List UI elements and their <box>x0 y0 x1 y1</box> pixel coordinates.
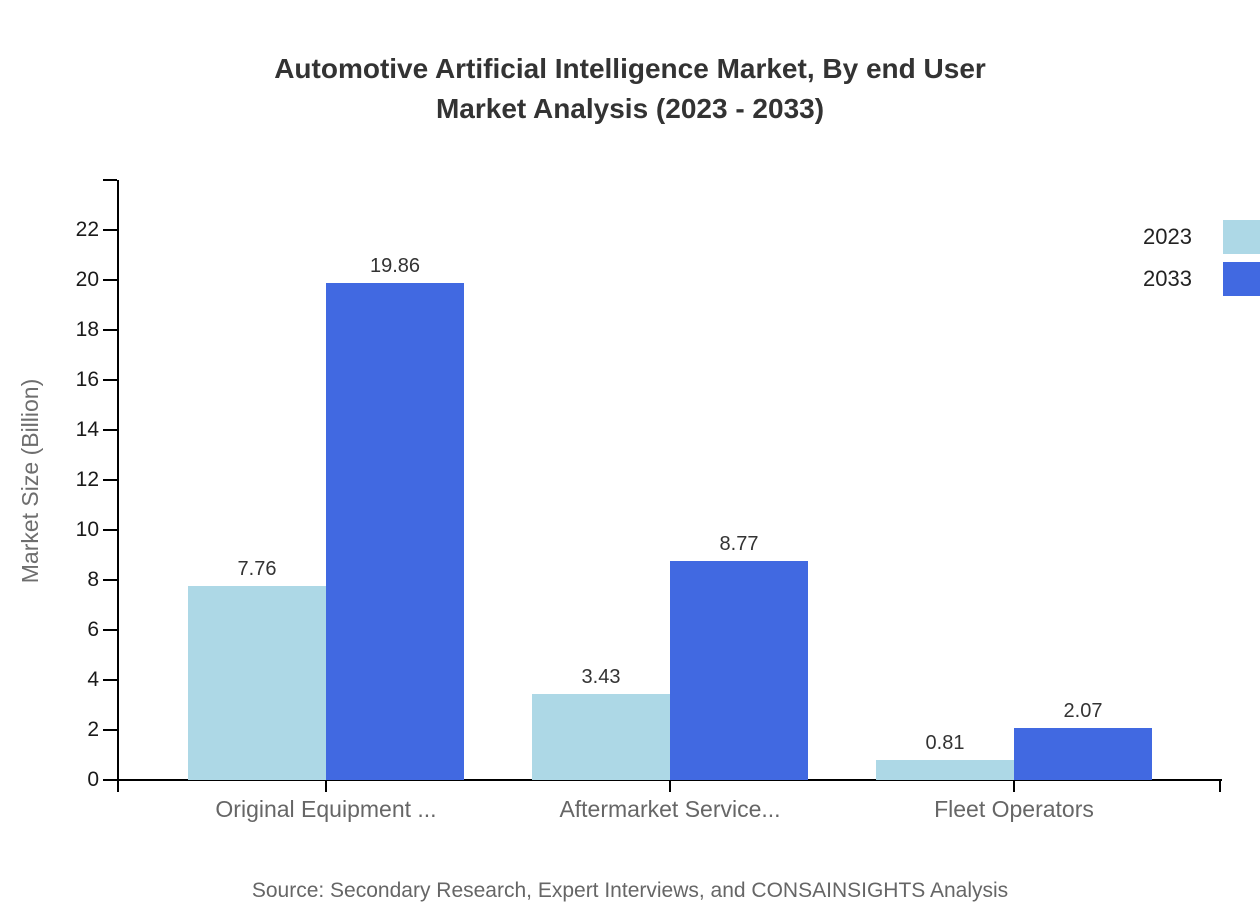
x-axis-category-label: Aftermarket Service... <box>559 796 781 822</box>
source-text: Source: Secondary Research, Expert Inter… <box>251 879 1009 902</box>
y-axis-tick <box>103 579 117 581</box>
chart-title-line-1: Automotive Artificial Intelligence Marke… <box>274 53 986 84</box>
bar-2033-2 <box>670 561 808 780</box>
bar-2023-1 <box>188 586 326 780</box>
y-axis-tick-label: 8 <box>87 568 99 591</box>
y-axis-tick <box>103 679 117 681</box>
y-axis-tick-label: 0 <box>87 768 99 791</box>
y-axis-tick-label: 18 <box>75 318 99 341</box>
x-axis-tick <box>325 780 327 792</box>
legend-label-2023: 2023 <box>1143 224 1192 249</box>
y-axis-tick <box>103 629 117 631</box>
y-axis-tick-label: 22 <box>75 218 99 241</box>
y-axis-line <box>117 180 119 792</box>
legend-swatch-2023 <box>1223 220 1260 254</box>
y-axis-tick <box>103 729 117 731</box>
y-axis-tick <box>103 229 117 231</box>
y-axis-tick-label: 16 <box>75 368 99 391</box>
y-axis-tick-label: 4 <box>87 668 99 691</box>
chart-title-line-2: Market Analysis (2023 - 2033) <box>435 93 825 124</box>
y-axis-tick <box>103 279 117 281</box>
y-axis-tick-label: 10 <box>75 518 99 541</box>
bar-2033-3 <box>1014 728 1152 780</box>
y-axis-tick <box>103 479 117 481</box>
bar-value-label: 19.86 <box>369 255 421 277</box>
y-axis-tick <box>103 429 117 431</box>
bar-value-label: 2.07 <box>1063 700 1103 722</box>
bar-value-label: 8.77 <box>719 533 759 555</box>
y-axis-tick-label: 6 <box>87 618 99 641</box>
bar-2033-1 <box>326 283 464 780</box>
bar-value-label: 0.81 <box>925 732 965 754</box>
legend-swatch-2033 <box>1223 262 1260 296</box>
y-axis-tick <box>103 529 117 531</box>
x-axis-tick <box>669 780 671 792</box>
y-axis-tick <box>103 379 117 381</box>
legend-label-2033: 2033 <box>1143 266 1192 291</box>
x-axis-category-label: Original Equipment ... <box>215 796 437 822</box>
bar-2023-3 <box>876 760 1014 780</box>
y-axis-tick <box>103 779 117 781</box>
bar-value-label: 3.43 <box>581 666 621 688</box>
y-axis-tick <box>103 329 117 331</box>
y-axis-tick-label: 2 <box>87 718 99 741</box>
x-axis-tick <box>1013 780 1015 792</box>
x-axis-end-tick <box>1219 780 1221 792</box>
x-axis-category-label: Fleet Operators <box>934 796 1094 822</box>
y-axis-tick-label: 14 <box>75 418 99 441</box>
bar-value-label: 7.76 <box>237 558 277 580</box>
bar-2023-2 <box>532 694 670 780</box>
y-axis-tick-label: 20 <box>75 268 99 291</box>
y-axis-end-tick <box>103 179 117 181</box>
y-axis-tick-label: 12 <box>75 468 99 491</box>
